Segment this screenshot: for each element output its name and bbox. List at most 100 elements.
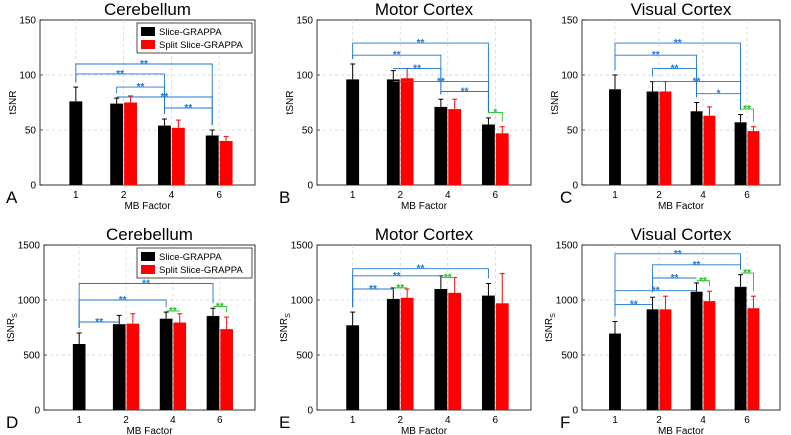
significance-marker: ** (161, 92, 169, 103)
bar-slice-grappa (386, 298, 400, 410)
significance-marker: ** (674, 38, 682, 49)
bar-slice-grappa (646, 91, 659, 185)
y-tick-label: 500 (23, 351, 40, 362)
significance-marker: ** (699, 276, 707, 287)
significance-bracket (652, 67, 698, 98)
y-tick-label: 500 (561, 351, 578, 362)
chart-title: Motor Cortex (375, 225, 474, 244)
bar-slice-grappa (481, 295, 495, 410)
panel-label: A (6, 188, 18, 207)
significance-marker: ** (630, 299, 638, 310)
significance-marker: ** (417, 264, 425, 275)
y-tick-label: 50 (302, 126, 314, 137)
bar-slice-grappa (434, 106, 448, 185)
significance-bracket (652, 277, 697, 293)
significance-bracket (740, 272, 754, 292)
bar-split-slice-grappa (659, 91, 672, 185)
significance-bracket (78, 299, 167, 329)
significance-bracket (213, 306, 228, 313)
legend-label: Split Slice-GRAPPA (159, 40, 243, 51)
significance-marker: ** (137, 82, 145, 93)
chart-title: Cerebellum (104, 0, 191, 19)
significance-marker: ** (95, 317, 103, 328)
x-tick-label: 6 (744, 190, 750, 201)
bar-split-slice-grappa (400, 297, 414, 410)
x-tick-label: 1 (73, 190, 79, 201)
y-axis-label: tSNR (285, 91, 296, 115)
significance-marker: ** (674, 249, 682, 260)
y-axis-label: tSNR (550, 91, 561, 115)
x-tick-label: 2 (123, 415, 129, 426)
y-axis-label: tSNRS (6, 313, 19, 342)
legend-swatch (141, 40, 155, 49)
significance-marker: ** (437, 77, 445, 88)
bar-slice-grappa (646, 309, 659, 410)
x-axis-label: MB Factor (401, 201, 448, 212)
bar-slice-grappa (159, 318, 173, 410)
y-tick-label: 1000 (18, 296, 41, 307)
x-tick-label: 1 (612, 415, 618, 426)
bar-slice-grappa (434, 289, 448, 410)
x-tick-label: 2 (397, 415, 403, 426)
significance-marker: ** (140, 59, 148, 70)
significance-marker: ** (671, 273, 679, 284)
panel-a: 0 50 100 150 ** ** ** ** ** 1 2 4 6 MB Factor tSNR Cere… (6, 0, 256, 212)
panel-label: C (560, 188, 572, 207)
x-axis-label: MB Factor (658, 201, 705, 212)
significance-marker: ** (652, 286, 660, 297)
bar-split-slice-grappa (448, 292, 462, 410)
y-tick-label: 0 (572, 406, 578, 417)
y-tick-label: 0 (30, 181, 36, 192)
significance-marker: ** (119, 295, 127, 306)
significance-bracket (696, 93, 742, 110)
significance-bracket (78, 321, 120, 329)
x-tick-label: 6 (217, 415, 223, 426)
significance-bracket (487, 111, 503, 122)
bar-split-slice-grappa (219, 141, 233, 185)
bar-split-slice-grappa (659, 309, 672, 410)
x-tick-label: 6 (744, 415, 750, 426)
significance-bracket (75, 63, 213, 126)
x-tick-label: 1 (350, 415, 356, 426)
x-tick-label: 4 (170, 415, 176, 426)
significance-bracket (440, 91, 489, 113)
significance-marker: ** (461, 87, 469, 98)
significance-marker: ** (693, 77, 701, 88)
significance-marker: ** (393, 50, 401, 61)
bar-slice-grappa (690, 111, 703, 185)
panel-label: D (6, 413, 18, 432)
bar-slice-grappa (481, 124, 495, 185)
x-tick-label: 1 (612, 190, 618, 201)
legend-box (136, 247, 253, 279)
x-tick-label: 4 (445, 190, 451, 201)
legend-swatch (141, 265, 155, 274)
x-tick-label: 1 (76, 415, 82, 426)
bar-split-slice-grappa (703, 115, 716, 185)
significance-marker: ** (652, 50, 660, 61)
significance-bracket (614, 303, 653, 317)
x-tick-label: 2 (656, 415, 662, 426)
y-tick-label: 1500 (291, 241, 314, 252)
bar-slice-grappa (346, 79, 360, 185)
bar-slice-grappa (386, 79, 400, 185)
significance-marker: ** (216, 302, 224, 313)
significance-marker: ** (184, 103, 192, 114)
significance-bracket (614, 253, 742, 317)
significance-marker: * (717, 89, 721, 100)
bar-slice-grappa (110, 103, 124, 185)
x-tick-label: 1 (350, 190, 356, 201)
panel-label: E (279, 413, 290, 432)
bar-slice-grappa (609, 333, 621, 410)
bar-slice-grappa (734, 286, 747, 410)
x-tick-label: 4 (700, 415, 706, 426)
x-tick-label: 6 (493, 415, 499, 426)
significance-marker: ** (743, 268, 751, 279)
y-tick-label: 100 (296, 71, 313, 82)
significance-marker: ** (369, 284, 377, 295)
significance-marker: ** (671, 63, 679, 74)
chart-title: Motor Cortex (375, 0, 474, 19)
significance-bracket (393, 67, 442, 95)
bar-split-slice-grappa (173, 322, 187, 410)
panel-d: 0 500 1000 1500 ** ** ** ** ** 1 2 4 6 MB Factor tSNRS… (6, 225, 256, 435)
